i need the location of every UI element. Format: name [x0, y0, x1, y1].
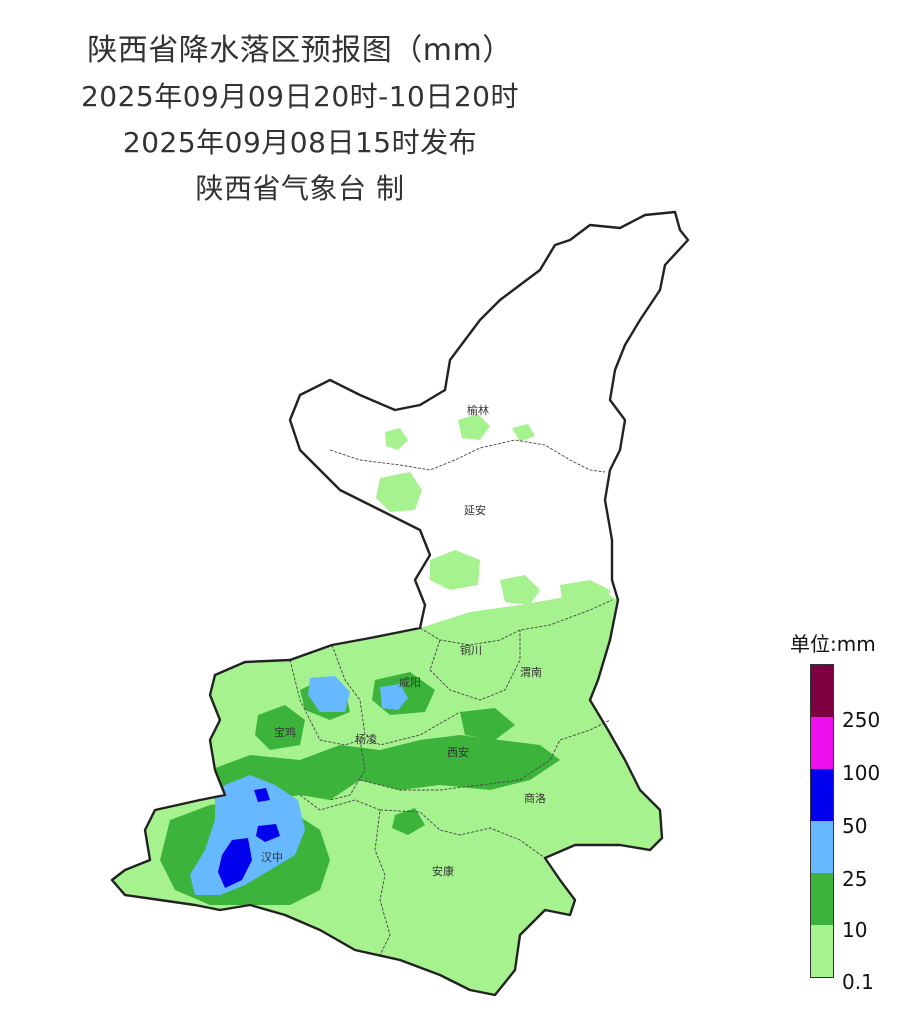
city-label-shangluo: 商洛 — [524, 791, 546, 805]
city-label-ankang: 安康 — [432, 864, 454, 878]
legend-swatch-10-25 — [811, 873, 833, 925]
rain-zone-25-50 — [190, 775, 305, 895]
rain-zone-25-50 — [380, 684, 408, 710]
rain-zone-10-25 — [392, 808, 425, 835]
legend-swatch-50-100 — [811, 769, 833, 821]
rain-zone-50-100 — [256, 824, 280, 842]
rain-zone-10-25 — [460, 708, 515, 740]
province-outline — [110, 210, 690, 997]
legend-tick-100: 100 — [842, 761, 881, 785]
prefecture-boundaries — [289, 439, 613, 956]
city-label-yanan: 延安 — [464, 503, 486, 517]
legend-swatch-100-250 — [811, 717, 833, 769]
precipitation-legend: 单位:mm 250 100 50 25 10 0.1 — [790, 628, 900, 994]
legend-tick-0-1: 0.1 — [842, 970, 874, 994]
map-title-block: 陕西省降水落区预报图（mm） 2025年09月09日20时-10日20时 202… — [60, 28, 540, 212]
city-label-baoji: 宝鸡 — [274, 725, 296, 739]
legend-tick-10: 10 — [842, 918, 868, 942]
legend-color-bar — [810, 664, 834, 978]
city-label-tongchuan: 铜川 — [460, 643, 482, 657]
rain-zone-25-50 — [308, 676, 350, 712]
forecast-period: 2025年09月09日20时-10日20时 — [80, 80, 519, 113]
rain-zone-50-100 — [218, 838, 252, 888]
producer: 陕西省气象台 制 — [195, 172, 405, 205]
legend-swatch-above-250 — [811, 665, 833, 717]
city-label-yangling: 杨凌 — [355, 732, 377, 746]
north-rain-patches — [376, 414, 610, 645]
legend-tick-250: 250 — [842, 708, 881, 732]
rain-zone-50-100 — [254, 788, 270, 802]
city-label-hanzhong: 汉中 — [261, 851, 283, 864]
rain-zone-10-25 — [210, 735, 560, 805]
map-title: 陕西省降水落区预报图（mm） — [87, 33, 513, 68]
city-label-weinan: 渭南 — [520, 666, 542, 679]
rain-zone-10-25 — [255, 705, 305, 750]
legend-tick-25: 25 — [842, 867, 868, 891]
legend-swatch-25-50 — [811, 821, 833, 873]
issue-time: 2025年09月08日15时发布 — [122, 126, 478, 159]
legend-tick-50: 50 — [842, 814, 868, 838]
city-label-xian: 西安 — [447, 745, 469, 759]
legend-swatch-0-1-10 — [811, 925, 833, 977]
legend-unit: 单位:mm — [790, 632, 876, 656]
city-label-xianyang: 咸阳 — [399, 676, 421, 689]
city-label-yulin: 榆林 — [467, 403, 489, 417]
